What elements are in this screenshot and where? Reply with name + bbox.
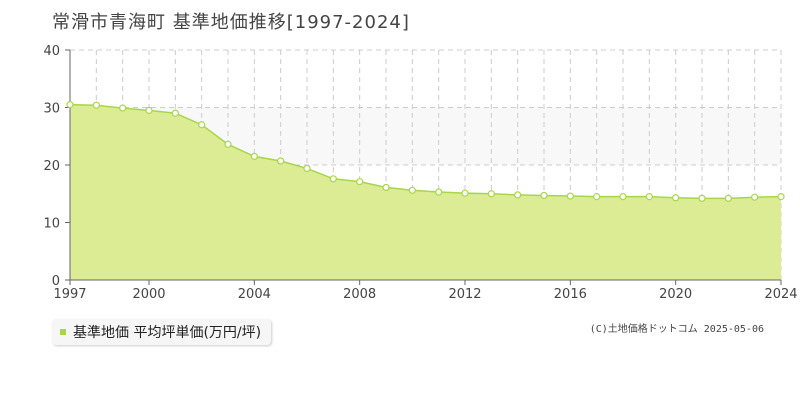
- data-point: [724, 194, 732, 202]
- data-point: [356, 178, 364, 186]
- data-point: [329, 175, 337, 183]
- legend-label: 基準地価 平均坪単価(万円/坪): [73, 325, 262, 341]
- data-point: [382, 183, 390, 192]
- x-tick-label: 2020: [659, 287, 692, 302]
- data-point: [461, 189, 469, 197]
- y-tick-label: 30: [43, 102, 60, 117]
- x-tick-label: 1997: [53, 287, 86, 302]
- data-point: [119, 104, 127, 112]
- band: [70, 50, 781, 108]
- data-point: [408, 186, 416, 194]
- data-point: [198, 121, 206, 129]
- x-tick-label: 2008: [343, 287, 376, 302]
- x-tick-label: 2012: [448, 287, 481, 302]
- data-point: [645, 193, 653, 201]
- chart-ticks: 0 10 20 30 40 1997 2000 2004 2008 2012 2016 2020 202…: [43, 44, 797, 302]
- x-tick-label: 2016: [554, 287, 587, 302]
- data-point: [250, 152, 258, 160]
- y-tick-label: 40: [43, 44, 60, 59]
- data-point: [672, 194, 680, 202]
- data-point: [66, 101, 74, 109]
- y-tick-label: 0: [52, 274, 60, 289]
- data-point: [435, 188, 443, 196]
- legend-swatch: [60, 329, 66, 335]
- chart-points: [66, 101, 785, 202]
- data-point: [487, 190, 495, 198]
- y-tick-label: 20: [43, 159, 60, 174]
- data-point: [751, 193, 759, 201]
- data-point: [619, 193, 627, 201]
- data-point: [171, 109, 179, 117]
- legend: 基準地価 平均坪単価(万円/坪): [52, 319, 272, 345]
- x-tick-label: 2000: [132, 287, 165, 302]
- data-point: [303, 164, 311, 173]
- credit-text: (C)土地価格ドットコム 2025-05-06: [589, 324, 764, 335]
- chart-title: 常滑市青海町 基準地価推移[1997-2024]: [52, 12, 410, 33]
- data-point: [593, 193, 601, 201]
- y-tick-label: 10: [43, 217, 60, 232]
- chart-series: [69, 103, 782, 280]
- data-point: [566, 192, 574, 200]
- data-point: [277, 157, 285, 165]
- data-point: [698, 194, 706, 202]
- data-point: [540, 191, 548, 200]
- series-line: [69, 103, 782, 200]
- x-tick-label: 2004: [238, 287, 271, 302]
- x-tick-label: 2024: [764, 287, 797, 302]
- series-area: [70, 104, 781, 280]
- data-point: [514, 191, 522, 199]
- data-point: [92, 101, 100, 109]
- data-point: [777, 193, 785, 201]
- data-point: [224, 140, 232, 148]
- data-point: [145, 106, 153, 114]
